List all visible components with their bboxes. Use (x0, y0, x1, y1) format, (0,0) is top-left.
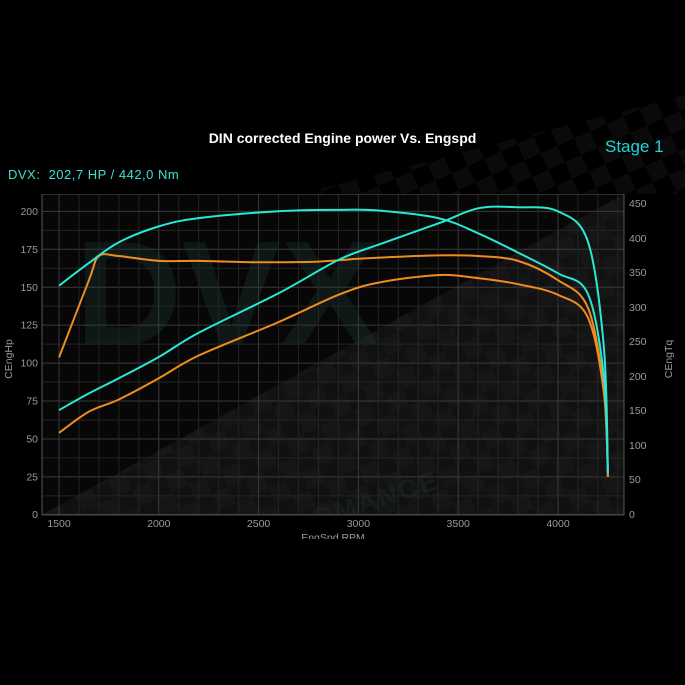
svg-text:0: 0 (629, 509, 635, 521)
svg-text:4000: 4000 (546, 518, 570, 530)
svg-text:1500: 1500 (47, 518, 71, 530)
svg-text:450: 450 (629, 198, 647, 210)
svg-text:CEngHp: CEngHp (3, 339, 15, 379)
svg-text:75: 75 (26, 396, 38, 408)
svg-text:350: 350 (629, 267, 647, 279)
svg-text:3000: 3000 (347, 518, 371, 530)
svg-text:100: 100 (629, 440, 647, 452)
svg-text:DVX: DVX (75, 211, 379, 376)
svg-text:100: 100 (20, 358, 38, 370)
svg-text:EngSpd RPM: EngSpd RPM (301, 532, 365, 539)
svg-text:50: 50 (629, 474, 641, 486)
svg-text:150: 150 (20, 282, 38, 294)
svg-text:125: 125 (20, 320, 38, 332)
svg-text:200: 200 (20, 206, 38, 218)
svg-text:3500: 3500 (447, 518, 471, 530)
svg-text:CEngTq: CEngTq (663, 340, 675, 379)
svg-text:2000: 2000 (147, 518, 171, 530)
svg-text:300: 300 (629, 302, 647, 314)
svg-text:25: 25 (26, 472, 38, 484)
svg-text:175: 175 (20, 244, 38, 256)
svg-text:250: 250 (629, 336, 647, 348)
svg-text:50: 50 (26, 434, 38, 446)
svg-text:200: 200 (629, 371, 647, 383)
svg-text:2500: 2500 (247, 518, 271, 530)
svg-text:400: 400 (629, 233, 647, 245)
svg-text:0: 0 (32, 509, 38, 521)
svg-text:150: 150 (629, 405, 647, 417)
